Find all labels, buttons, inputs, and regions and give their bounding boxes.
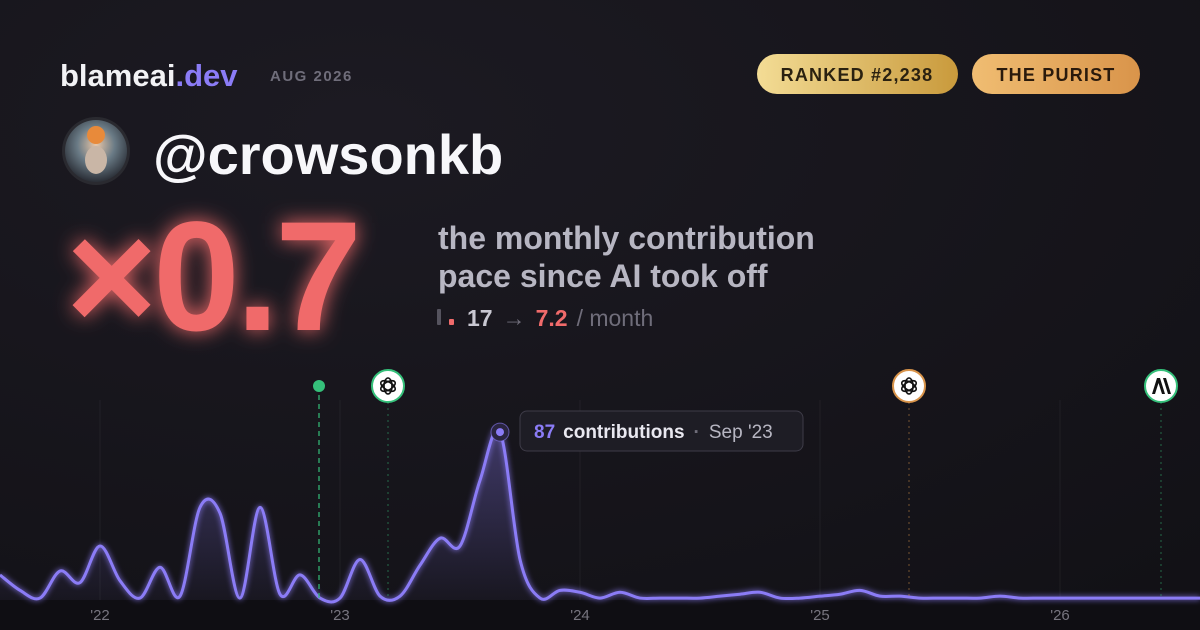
tooltip-unit: contributions [563,422,684,443]
pace-icon [449,319,454,325]
date: AUG 2026 [270,68,353,85]
badge-label: RANKED #2,238 [781,65,934,85]
peak-dot [496,428,504,437]
x-tick-label: '26 [1050,607,1070,624]
plot: '22 '23 '24 '25 '26 [0,400,1200,624]
tooltip-text: 87 contributions · Sep '23 [534,422,773,443]
event-icon [892,369,926,403]
pace-before: 17 [467,305,493,331]
badge-label: THE PURIST [996,65,1115,85]
tooltip-separator: · [694,422,700,443]
x-tick-label: '23 [330,607,350,624]
avatar-detail [85,146,107,174]
avatar-detail [87,126,105,144]
x-tick-label: '24 [570,607,590,624]
badge [972,54,1140,94]
x-tick-label: '22 [90,607,110,624]
pace-after: 7.2 [536,305,568,331]
handle: @crowsonkb [153,123,503,186]
event-icon [1144,369,1178,403]
brand: blameai.dev [60,58,238,93]
multiplier: ×0.7 [66,190,358,364]
tooltip: 87 contributions · Sep '23 [519,410,804,452]
description: pace since AI took off [438,258,768,294]
brand-name: blameai [60,58,175,93]
line [0,428,1200,604]
pace-arrow: → [503,305,526,331]
pace-unit: / month [577,305,654,331]
x-tick-label: '25 [810,607,830,624]
axis-strip [0,600,1200,630]
tooltip-value: 87 [534,422,555,443]
pace: 17 → 7.2 / month [467,305,653,331]
brand-suffix: .dev [175,58,238,93]
description: the monthly contribution [438,220,815,256]
pace-icon [437,309,441,325]
event-dot [313,380,325,392]
tooltip-month: Sep '23 [709,422,773,443]
area [0,429,1200,602]
badge [757,54,958,94]
event-icon [371,369,405,403]
tooltip-box [519,410,804,452]
